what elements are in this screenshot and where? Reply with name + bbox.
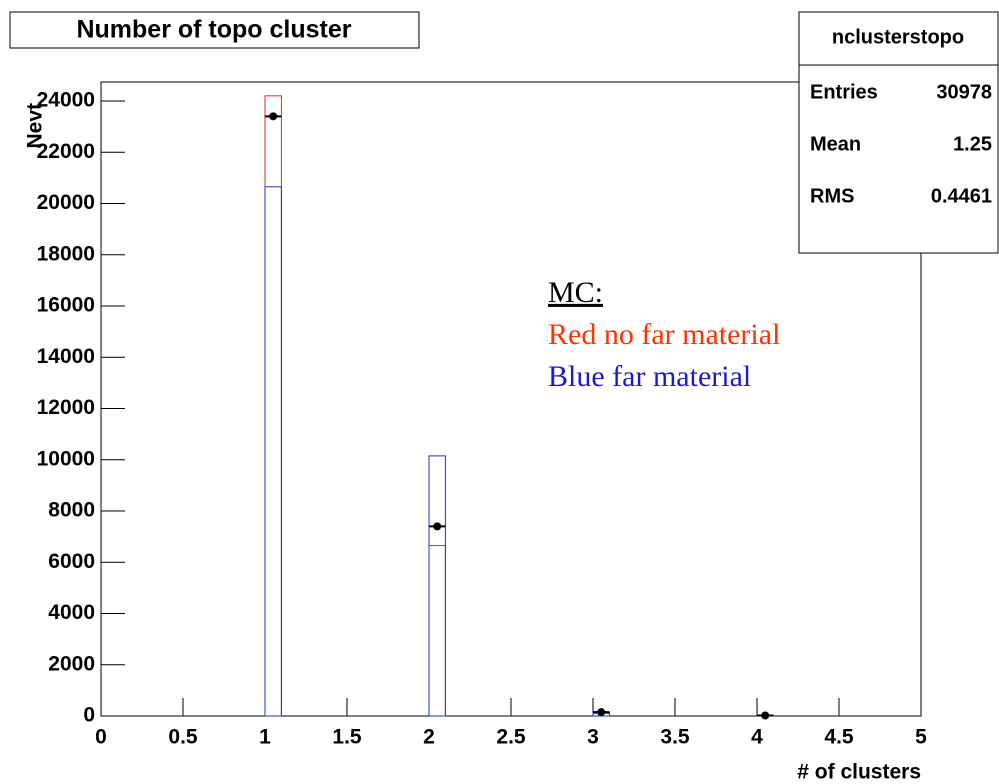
title-box (9, 11, 420, 49)
x-tick-label: 4 (751, 726, 763, 749)
data-point (761, 711, 770, 720)
y-tick-label: 16000 (37, 294, 95, 317)
y-tick-label: 12000 (37, 396, 95, 419)
annotation: MC: (548, 276, 603, 309)
y-tick-label: 20000 (37, 191, 95, 214)
stats-box (798, 11, 999, 254)
x-tick-label: 1.5 (332, 726, 362, 749)
x-tick-label: 2.5 (496, 726, 526, 749)
histogram-bin (264, 186, 282, 717)
y-axis-label: Nevt (24, 103, 47, 149)
y-tick-label: 2000 (48, 652, 95, 675)
histogram-bin (264, 95, 282, 717)
x-tick-label: 0 (95, 726, 107, 749)
x-tick-label: 3 (587, 726, 599, 749)
y-tick-label: 8000 (48, 499, 95, 522)
histogram-bin (428, 455, 446, 717)
x-tick-label: 4.5 (824, 726, 854, 749)
y-tick-label: 22000 (37, 140, 95, 163)
stats-label: RMS (810, 185, 854, 207)
data-point (433, 522, 442, 531)
x-tick-label: 5 (915, 726, 927, 749)
stats-title: nclusterstopo (832, 26, 964, 48)
x-tick-label: 1 (259, 726, 271, 749)
plot-frame (100, 81, 922, 717)
y-tick-label: 24000 (37, 89, 95, 112)
stats-label: Entries (810, 81, 878, 103)
x-tick-label: 0.5 (168, 726, 198, 749)
stats-value: 1.25 (953, 133, 992, 155)
y-tick-label: 10000 (37, 447, 95, 470)
histogram-bin (428, 545, 446, 717)
annotation: Blue far material (548, 360, 751, 393)
y-tick-label: 4000 (48, 601, 95, 624)
x-tick-label: 2 (423, 726, 435, 749)
data-point (597, 708, 606, 717)
y-tick-label: 18000 (37, 242, 95, 265)
stats-value: 30978 (936, 81, 992, 103)
x-tick-label: 3.5 (660, 726, 690, 749)
annotation: Red no far material (548, 318, 780, 351)
y-tick-label: 6000 (48, 550, 95, 573)
y-tick-label: 0 (83, 704, 95, 727)
y-tick-label: 14000 (37, 345, 95, 368)
x-axis-label: # of clusters (797, 761, 921, 784)
data-point (269, 112, 278, 121)
stats-label: Mean (810, 133, 861, 155)
stats-value: 0.4461 (931, 185, 992, 207)
chart-title: Number of topo cluster (76, 16, 351, 44)
